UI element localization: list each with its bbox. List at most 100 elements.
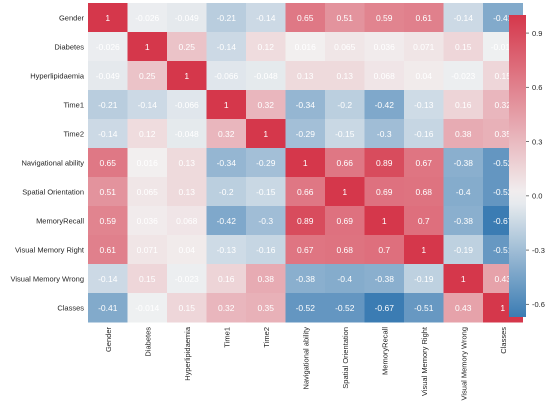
heatmap-cell — [127, 61, 168, 91]
cell-value-label: 0.068 — [176, 216, 198, 226]
heatmap-cell — [404, 90, 444, 120]
heatmap-cell — [404, 119, 444, 149]
heatmap-cell — [88, 119, 128, 149]
cell-value-label: 0.016 — [295, 42, 317, 52]
heatmap-cell — [325, 293, 365, 323]
heatmap-cell — [325, 177, 365, 207]
cell-value-label: 0.071 — [137, 245, 159, 255]
column-label: Navigational ability — [301, 327, 310, 390]
heatmap-cell — [206, 148, 247, 178]
cell-value-label: -0.049 — [175, 13, 199, 23]
heatmap-cell — [246, 90, 286, 120]
cell-value-label: 1 — [461, 274, 466, 284]
heatmap-cell — [167, 61, 207, 91]
heatmap-cell — [127, 177, 168, 207]
cell-value-label: -0.066 — [214, 71, 238, 81]
heatmap-cell — [206, 90, 247, 120]
cell-value-label: -0.38 — [454, 216, 474, 226]
cell-value-label: 1 — [224, 100, 229, 110]
column-label: Time1 — [222, 327, 231, 348]
heatmap-cell — [325, 264, 365, 294]
heatmap-cell — [404, 206, 444, 236]
heatmap-cell — [285, 177, 326, 207]
heatmap-cell — [325, 206, 365, 236]
row-label: Hyperlipidaemia — [30, 72, 85, 81]
heatmap-cell — [443, 90, 484, 120]
column-label: Classes — [499, 327, 508, 354]
heatmap-cell — [88, 61, 128, 91]
heatmap-cell — [404, 148, 444, 178]
heatmap-cell — [206, 206, 247, 236]
cell-value-label: 0.59 — [99, 216, 116, 226]
cell-value-label: -0.049 — [96, 71, 120, 81]
cell-value-label: 0.16 — [218, 274, 235, 284]
colorbar-tick-label: 0.3 — [532, 137, 542, 146]
heatmap-cell — [285, 235, 326, 265]
cell-value-label: -0.023 — [451, 71, 475, 81]
heatmap-cell — [246, 3, 286, 33]
cell-value-label: 0.65 — [297, 13, 314, 23]
heatmap-cell — [246, 177, 286, 207]
cell-value-label: 0.15 — [139, 274, 156, 284]
cell-value-label: 0.15 — [455, 42, 472, 52]
column-label: Diabetes — [143, 327, 152, 357]
cell-value-label: 0.32 — [218, 303, 235, 313]
heatmap-cell — [206, 32, 247, 62]
cell-value-label: 0.12 — [139, 129, 156, 139]
heatmap-cell — [325, 61, 365, 91]
cell-value-label: 0.16 — [455, 100, 472, 110]
colorbar-tick-label: 0.9 — [532, 29, 542, 38]
heatmap-cell — [127, 264, 168, 294]
heatmap-cell — [443, 206, 484, 236]
heatmap-cell — [404, 177, 444, 207]
cell-value-label: -0.13 — [217, 245, 237, 255]
heatmap-cell — [127, 90, 168, 120]
heatmap-cell — [404, 3, 444, 33]
cell-value-label: 1 — [105, 13, 110, 23]
cell-value-label: 0.61 — [415, 13, 432, 23]
heatmap-cell — [206, 177, 247, 207]
heatmap-cell — [206, 119, 247, 149]
heatmap-cell — [88, 235, 128, 265]
cell-value-label: 0.32 — [218, 129, 235, 139]
cell-value-label: -0.21 — [217, 13, 237, 23]
cell-value-label: -0.34 — [217, 158, 237, 168]
colorbar-tick-label: 0.0 — [532, 192, 542, 201]
cell-value-label: -0.2 — [337, 100, 352, 110]
colorbar-tick-label: -0.6 — [532, 300, 545, 309]
cell-value-label: -0.048 — [254, 71, 278, 81]
heatmap-cell — [285, 32, 326, 62]
heatmap-cell — [364, 61, 405, 91]
cell-value-label: 0.89 — [297, 216, 314, 226]
column-labels: Gender Diabetes Hyperlipidaemia Time1 Time2 N… — [104, 326, 508, 400]
row-label: Time1 — [63, 101, 84, 110]
heatmap-cell — [325, 119, 365, 149]
cell-value-label: -0.3 — [258, 216, 273, 226]
cell-value-label: 0.32 — [257, 100, 274, 110]
cell-value-label: 0.15 — [178, 303, 195, 313]
heatmap-cell — [127, 3, 168, 33]
heatmap-cell — [364, 148, 405, 178]
heatmap-cell — [443, 177, 484, 207]
cell-value-label: -0.51 — [493, 245, 513, 255]
cell-value-label: -0.38 — [454, 158, 474, 168]
heatmap-cell — [246, 235, 286, 265]
heatmap-cell — [246, 293, 286, 323]
cell-value-label: -0.52 — [296, 303, 316, 313]
cell-value-label: -0.29 — [296, 129, 316, 139]
heatmap-cell — [167, 293, 207, 323]
cell-value-label: 1 — [382, 216, 387, 226]
heatmap-cell — [285, 61, 326, 91]
cell-value-label: -0.026 — [96, 42, 120, 52]
heatmap-cell — [404, 293, 444, 323]
cell-value-label: -0.52 — [335, 303, 355, 313]
heatmap-cell — [167, 90, 207, 120]
cell-value-label: -0.4 — [456, 187, 471, 197]
cell-value-label: 1 — [263, 129, 268, 139]
heatmap-cell — [364, 3, 405, 33]
cell-value-label: 0.67 — [297, 245, 314, 255]
cell-value-label: -0.67 — [493, 216, 513, 226]
cell-value-label: -0.2 — [219, 187, 234, 197]
row-label: Classes — [57, 304, 84, 313]
cell-value-label: 0.66 — [336, 158, 353, 168]
